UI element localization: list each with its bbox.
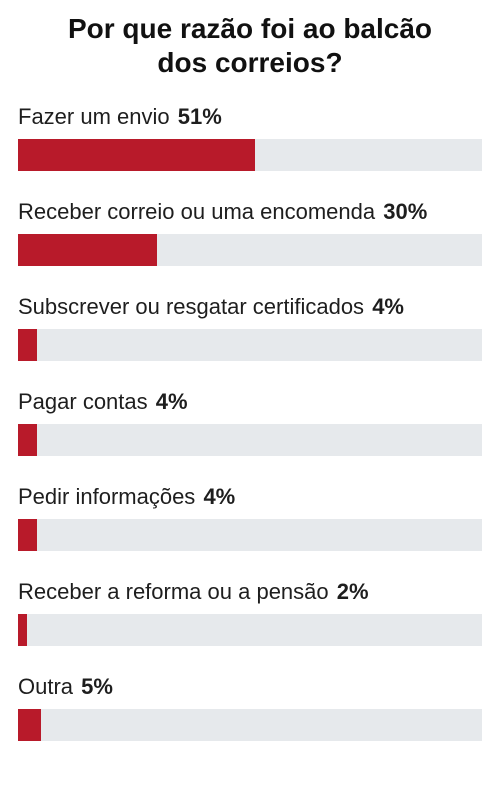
bar-row: Fazer um envio 51% xyxy=(18,96,482,191)
bar-label: Pedir informações 4% xyxy=(18,484,235,510)
bar-row: Pedir informações 4% xyxy=(18,476,482,571)
bar-chart: Fazer um envio 51% Receber correio ou uma… xyxy=(18,96,482,761)
chart-title-line-2: dos correios? xyxy=(157,47,343,78)
bar-track xyxy=(18,614,482,646)
bar xyxy=(18,709,41,741)
category-label: Receber correio ou uma encomenda xyxy=(18,199,376,224)
chart-title-line-1: Por que razão foi ao balcão xyxy=(67,13,433,44)
bar-track xyxy=(18,519,482,551)
bar xyxy=(18,519,37,551)
value-label: 5% xyxy=(81,674,113,699)
bar-label: Receber a reforma ou a pensão 2% xyxy=(18,579,369,605)
bar-label: Pagar contas 4% xyxy=(18,389,188,415)
value-label: 4% xyxy=(155,389,188,414)
category-label: Pagar contas xyxy=(18,389,148,414)
bar-track xyxy=(18,139,482,171)
bar xyxy=(18,139,255,171)
value-label: 4% xyxy=(372,294,404,319)
value-label: 2% xyxy=(336,579,369,604)
bar-label: Receber correio ou uma encomenda 30% xyxy=(18,199,427,225)
bar xyxy=(18,234,157,266)
bar xyxy=(18,329,37,361)
bar-label: Subscrever ou resgatar certificados 4% xyxy=(18,294,404,320)
bar xyxy=(18,424,37,456)
bar-row: Outra 5% xyxy=(18,666,482,761)
category-label: Receber a reforma ou a pensão xyxy=(18,579,329,604)
bar xyxy=(18,614,27,646)
bar-row: Receber a reforma ou a pensão 2% xyxy=(18,571,482,666)
bar-track xyxy=(18,329,482,361)
chart-title: Por que razão foi ao balcão dos correios… xyxy=(0,12,500,80)
category-label: Outra xyxy=(18,674,74,699)
bar-row: Pagar contas 4% xyxy=(18,381,482,476)
bar-track xyxy=(18,709,482,741)
bar-track xyxy=(18,234,482,266)
category-label: Fazer um envio xyxy=(18,104,170,129)
bar-row: Subscrever ou resgatar certificados 4% xyxy=(18,286,482,381)
bar-row: Receber correio ou uma encomenda 30% xyxy=(18,191,482,286)
value-label: 30% xyxy=(383,199,428,224)
category-label: Subscrever ou resgatar certificados xyxy=(18,294,365,319)
category-label: Pedir informações xyxy=(18,484,196,509)
value-label: 4% xyxy=(203,484,236,509)
bar-label: Outra 5% xyxy=(18,674,113,700)
bar-label: Fazer um envio 51% xyxy=(18,104,222,130)
value-label: 51% xyxy=(177,104,222,129)
bar-track xyxy=(18,424,482,456)
